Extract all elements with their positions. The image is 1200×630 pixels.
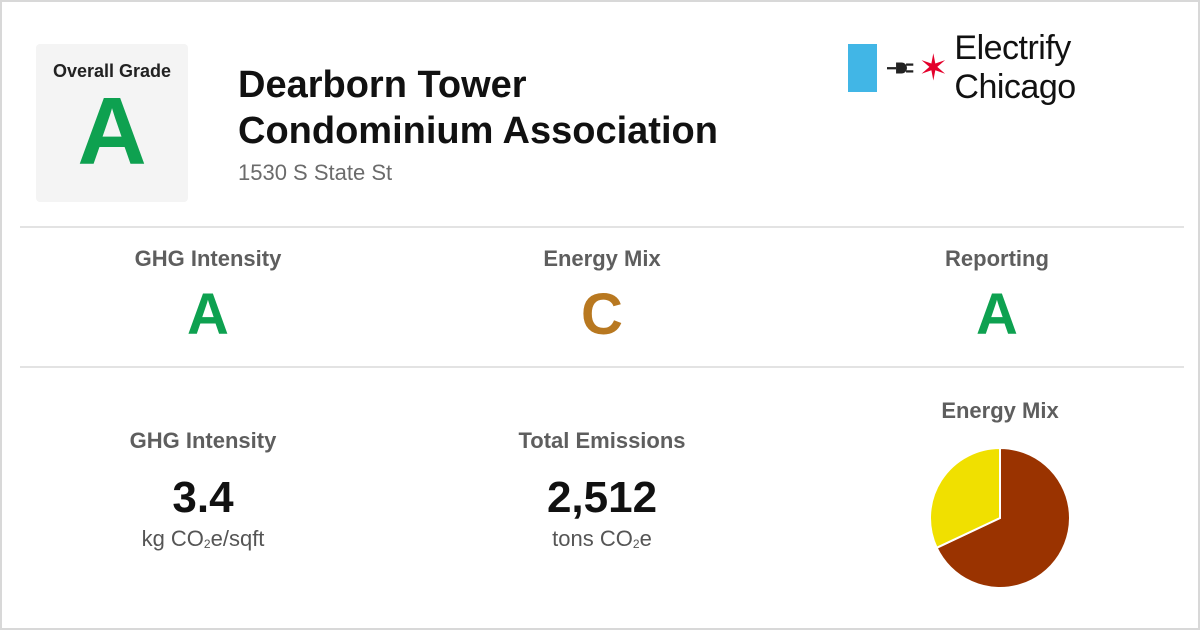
brand-name: Electrify Chicago xyxy=(954,29,1076,106)
energy-mix-chart-title: Energy Mix xyxy=(941,398,1059,423)
pie-slice-0 xyxy=(935,446,1071,589)
energy-mix-chart: Energy Mix xyxy=(880,398,1120,590)
ghg-intensity-grade-label: GHG Intensity xyxy=(134,246,282,271)
energy-mix-grade-letter: C xyxy=(581,282,623,347)
total-emissions-unit: tons CO2e xyxy=(552,526,652,551)
energy-mix-grade: Energy Mix C xyxy=(442,246,762,344)
reporting-grade: Reporting A xyxy=(837,246,1157,344)
overall-grade-label: Overall Grade xyxy=(52,61,172,81)
pie-slice-1 xyxy=(929,446,1001,550)
energy-mix-pie xyxy=(929,446,1071,589)
divider-top xyxy=(20,226,1184,228)
ghg-intensity-metric: GHG Intensity 3.4 kg CO2e/sqft xyxy=(43,428,363,552)
plug-icon xyxy=(887,62,914,74)
energy-mix-grade-label: Energy Mix xyxy=(543,246,661,271)
ghg-intensity-value: 3.4 xyxy=(172,473,234,522)
ghg-intensity-grade-letter: A xyxy=(187,282,229,347)
divider-bottom xyxy=(20,366,1184,368)
chicago-flag-stripe-icon xyxy=(848,44,878,92)
overall-grade-box: Overall Grade A xyxy=(36,44,188,202)
building-name-line1: Dearborn Tower xyxy=(238,64,527,106)
electrify-chicago-logo[interactable]: ✶ Electrify Chicago xyxy=(848,29,1178,106)
total-emissions-value: 2,512 xyxy=(546,473,658,522)
overall-grade-letter: A xyxy=(77,78,147,185)
reporting-grade-label: Reporting xyxy=(945,246,1049,271)
total-emissions-metric: Total Emissions 2,512 tons CO2e xyxy=(442,428,762,552)
reporting-grade-letter: A xyxy=(976,282,1018,347)
ghg-intensity-unit: kg CO2e/sqft xyxy=(141,526,265,551)
building-address: 1530 S State St xyxy=(238,160,393,185)
building-name-line2: Condominium Association xyxy=(238,110,718,152)
red-star-icon: ✶ xyxy=(918,47,949,88)
total-emissions-label: Total Emissions xyxy=(518,428,686,453)
ghg-intensity-grade: GHG Intensity A xyxy=(48,246,368,344)
building-name: Dearborn Tower Condominium Association xyxy=(238,62,718,154)
ghg-intensity-metric-label: GHG Intensity xyxy=(129,428,277,453)
